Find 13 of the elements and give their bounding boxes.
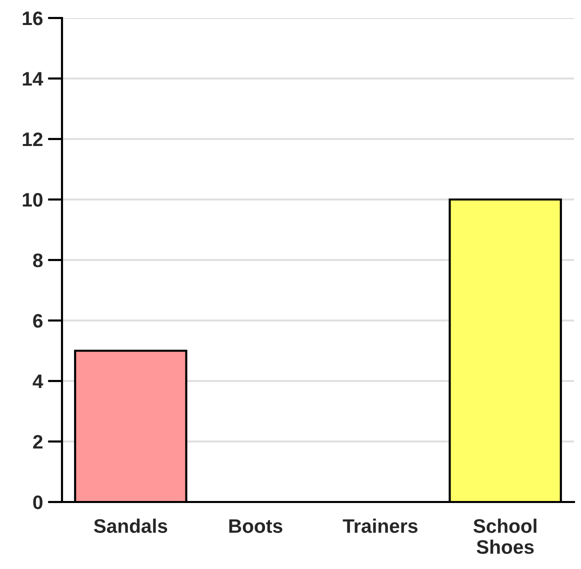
x-tick-label: Sandals	[94, 518, 168, 533]
x-tick-label: School Shoes	[473, 518, 536, 554]
y-tick-label: 8	[33, 253, 43, 268]
y-tick-label: 6	[33, 314, 43, 328]
y-tick-label: 12	[22, 132, 42, 146]
y-tick-label: 10	[22, 192, 42, 207]
y-tick-label: 16	[22, 11, 43, 26]
y-tick-label: 4	[32, 374, 44, 388]
x-tick-label: Trainers	[342, 518, 418, 533]
y-tick-label: 0	[33, 495, 42, 510]
y-tick-label: 2	[33, 434, 42, 449]
x-tick-label: Boots	[229, 519, 282, 533]
y-tick-label: 14	[22, 72, 44, 86]
